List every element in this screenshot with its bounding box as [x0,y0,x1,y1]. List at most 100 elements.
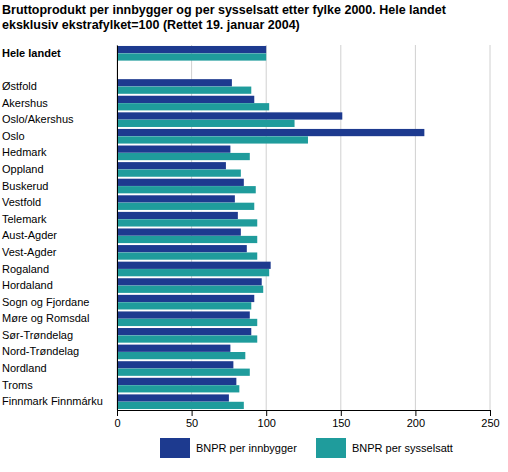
tick-label: 250 [481,417,499,429]
tick-label: 0 [114,417,120,429]
bar [117,236,257,243]
bar [117,302,251,309]
tick: Aust-Agder [2,229,117,241]
bar [117,219,257,226]
bar [117,136,308,143]
bar [117,162,226,169]
bar [117,369,250,376]
legend-swatch [316,438,346,458]
grid-line [340,45,341,410]
bar [117,335,257,342]
tick-label: 150 [332,417,350,429]
category-label: Oslo [2,130,25,142]
tick: 0 [114,410,120,429]
tick: Oslo/Akershus [2,113,117,125]
category-label: Troms [2,379,33,391]
category-label: Vestfold [2,196,41,208]
bar [117,179,244,186]
bar [117,361,233,368]
title: Bruttoprodukt per innbygger og per sysse… [2,3,449,32]
bar [117,252,257,259]
bar [117,394,229,401]
bar [117,245,247,252]
bar [117,153,250,160]
category-label: Buskerud [2,180,48,192]
bar [117,195,235,202]
tick-label: 100 [258,417,276,429]
bar [117,345,230,352]
category-label: Sogn og Fjordane [2,296,89,308]
bar [117,385,239,392]
category-label: Rogaland [2,262,49,274]
category-label: Møre og Romsdal [2,312,89,324]
bar [117,278,262,285]
bar [117,378,236,385]
tick-label: 50 [186,417,198,429]
axis-line [118,410,491,411]
bar [117,319,257,326]
bar [117,112,342,119]
bar [117,352,245,359]
tick: Hele landet [2,47,117,59]
category-label: Telemark [2,213,47,225]
category-label: Aust-Agder [2,229,57,241]
chart: Bruttoprodukt per innbygger og per sysse… [0,0,508,472]
plot: 0 50 100 150 200 250 Hele landet Østfold Akershu… [2,45,500,429]
bar [117,269,269,276]
category-label: Oppland [2,163,44,175]
grid-line [415,45,416,410]
tick: Nord-Trøndelag [2,345,117,357]
tick-label: 200 [407,417,425,429]
category-label: Oslo/Akershus [2,113,74,125]
bar [117,87,251,94]
bar [117,286,263,293]
bar [117,402,244,409]
tick-mark [192,410,193,416]
tick: 250 [481,410,499,429]
axis-line [117,46,118,411]
bar [117,103,269,110]
bar [117,186,256,193]
bar [117,203,254,210]
tick: Hedmark [2,146,117,158]
tick: Sogn og Fjordane [2,296,117,308]
tick: Oslo [2,130,117,142]
category-label: Vest-Agder [2,246,57,258]
bar [117,79,232,86]
category-label: Østfold [2,80,37,92]
bar [117,295,254,302]
tick: Troms [2,379,117,391]
tick: Finnmark Finnmárku [2,395,117,407]
tick: 200 [407,410,425,429]
tick-mark [266,410,267,416]
legend-label: BNPR per sysselsatt [352,442,453,454]
grid-line [266,45,267,410]
tick: 150 [332,410,350,429]
tick: Telemark [2,213,117,225]
bar [117,96,254,103]
tick: Oppland [2,163,117,175]
category-label: Sør-Trøndelag [2,329,73,341]
bar [117,120,295,127]
tick: Nordland [2,362,117,374]
legend-label: BNPR per innbygger [196,442,297,454]
x-axis: 0 50 100 150 200 250 [114,410,499,429]
bar [117,129,424,136]
bar [117,328,251,335]
legend-swatch [160,438,190,458]
category-label: Finnmark Finnmárku [2,395,103,407]
tick: Møre og Romsdal [2,312,117,324]
tick: Rogaland [2,262,117,274]
tick: Hordaland [2,279,117,291]
grid-line [117,45,118,410]
bar [117,146,230,153]
bar [117,228,241,235]
tick-mark [490,410,491,416]
tick: 100 [258,410,276,429]
category-label: Akershus [2,97,48,109]
tick: Buskerud [2,180,117,192]
tick-mark [117,410,118,416]
category-label: Hele landet [2,47,61,59]
bar [117,170,241,177]
bar [117,212,238,219]
